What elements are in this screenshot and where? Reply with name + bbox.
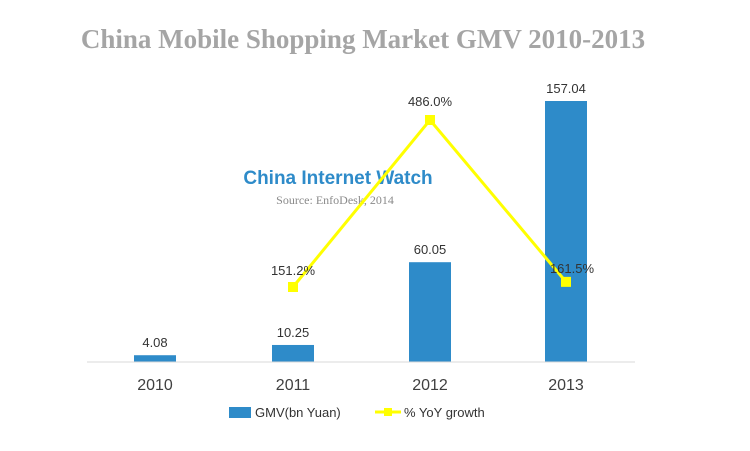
gmv-bar-2013 [545, 101, 587, 362]
legend-growth-label: % YoY growth [404, 405, 485, 420]
growth-label-2013: 161.5% [550, 261, 595, 276]
chart-title: China Mobile Shopping Market GMV 2010-20… [81, 24, 645, 54]
labels-layer: 4.08 2010 10.25 2011 60.05 2012 157.04 2013 151.… [137, 81, 594, 394]
growth-marker-2011 [288, 282, 298, 292]
growth-marker-2012 [425, 115, 435, 125]
gmv-bar-2010 [134, 355, 176, 362]
gmv-bar-2012 [409, 262, 451, 362]
gmv-bar-label-2010: 4.08 [142, 335, 167, 350]
gmv-bar-2011 [272, 344, 314, 362]
x-tick-label-2013: 2013 [548, 377, 584, 394]
gmv-bar-label-2012: 60.05 [414, 242, 447, 257]
x-tick-label-2011: 2011 [276, 377, 311, 394]
bars-layer [134, 101, 587, 362]
gmv-bar-label-2011: 10.25 [277, 325, 310, 340]
source-note: Source: EnfoDesk, 2014 [276, 193, 394, 207]
growth-label-2012: 486.0% [408, 94, 453, 109]
legend-gmv-swatch [229, 407, 251, 418]
growth-line-layer [288, 115, 571, 292]
growth-label-2011: 151.2% [271, 263, 316, 278]
legend-gmv-label: GMV(bn Yuan) [255, 405, 341, 420]
watermark-brand: China Internet Watch [243, 168, 432, 189]
gmv-bar-label-2013: 157.04 [546, 81, 586, 96]
x-tick-label-2010: 2010 [137, 377, 173, 394]
growth-marker-2013 [561, 276, 571, 287]
legend: GMV(bn Yuan) % YoY growth [229, 405, 485, 420]
legend-growth-marker [384, 408, 392, 416]
x-tick-label-2012: 2012 [412, 377, 448, 394]
